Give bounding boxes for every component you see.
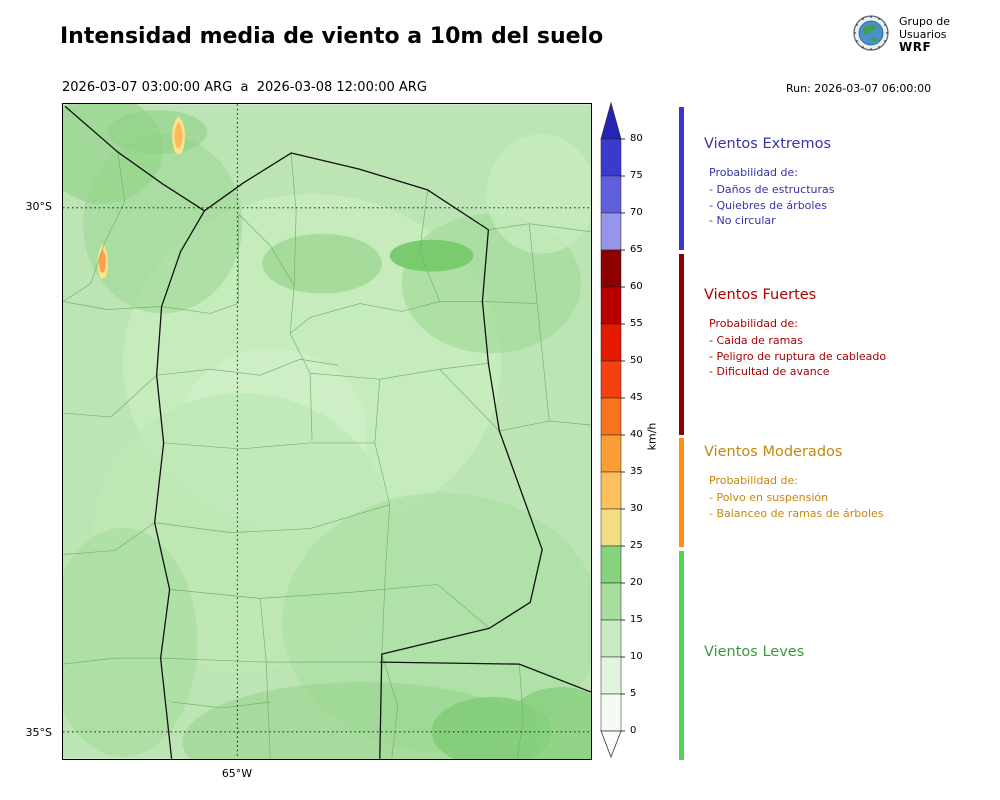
colorbar-unit-label: km/h [645, 422, 659, 451]
colorbar-tick-label: 5 [630, 688, 637, 699]
colorbar-tick-label: 30 [630, 503, 643, 514]
colorbar-tick-label: 20 [630, 577, 643, 588]
legend-subtitle: Probabilidad de: [709, 317, 798, 330]
colorbar-tick-label: 55 [630, 318, 643, 329]
colorbar-scale [600, 101, 625, 759]
colorbar-tick-label: 15 [630, 614, 643, 625]
colorbar-tick-label: 50 [630, 355, 643, 366]
legend-section-vientos-extremos: Vientos Extremos Probabilidad de: - Daño… [704, 136, 996, 229]
legend-title: Vientos Moderados [704, 444, 843, 460]
department-boundaries [63, 152, 591, 759]
wind-map-canvas [63, 104, 591, 759]
logo-text: Grupo de Usuarios WRF [899, 10, 950, 56]
legend-title: Vientos Extremos [704, 136, 832, 152]
colorbar-tick-label: 0 [630, 725, 637, 736]
logo-line-1: Grupo de [899, 15, 950, 28]
colorbar: 80 75 70 65 60 55 50 45 40 35 30 25 20 1… [600, 101, 680, 759]
logo-line-wrf: WRF [899, 40, 932, 54]
globe-logo-icon [853, 15, 889, 51]
legend-subtitle: Probabilidad de: [709, 474, 798, 487]
legend-section-vientos-fuertes: Vientos Fuertes Probabilidad de: - Caida… [704, 287, 996, 380]
colorbar-tick-label: 10 [630, 651, 643, 662]
wind-field-shading [63, 104, 591, 759]
legend-item: - Peligro de ruptura de cableado [709, 349, 887, 363]
wind-map-frame [62, 103, 592, 760]
wind-field-maxima [97, 116, 185, 279]
colorbar-tick-label: 80 [630, 133, 643, 144]
lat-tick-30s: 30°S [25, 200, 52, 213]
lon-tick-65w: 65°W [221, 767, 253, 780]
colorbar-tick-label: 45 [630, 392, 643, 403]
logo-line-2: Usuarios [899, 28, 947, 41]
forecast-period: 2026-03-07 03:00:00 ARG a 2026-03-08 12:… [62, 80, 427, 95]
colorbar-tick-label: 40 [630, 429, 643, 440]
legend-item: - Balanceo de ramas de árboles [709, 506, 884, 520]
lat-tick-35s: 35°S [25, 726, 52, 739]
legend-title: Vientos Fuertes [704, 287, 817, 303]
province-boundaries [64, 105, 591, 759]
legend-item: - Quiebres de árboles [709, 198, 827, 212]
wrf-user-group-logo: Grupo de Usuarios WRF [850, 10, 950, 56]
legend-section-vientos-leves: Vientos Leves [704, 644, 996, 674]
colorbar-tick-label: 75 [630, 170, 643, 181]
colorbar-tick-marks [621, 138, 625, 732]
colorbar-tick-label: 70 [630, 207, 643, 218]
legend-item: - Dificultad de avance [709, 365, 830, 378]
page-title: Intensidad media de viento a 10m del sue… [60, 24, 604, 49]
colorbar-tick-label: 25 [630, 540, 643, 551]
colorbar-tick-label: 65 [630, 244, 643, 255]
legend-section-vientos-moderados: Vientos Moderados Probabilidad de: - Pol… [704, 444, 996, 521]
logo-star-ring [854, 16, 888, 50]
colorbar-tick-label: 35 [630, 466, 643, 477]
legend-color-bars [679, 107, 684, 760]
colorbar-tick-label: 60 [630, 281, 643, 292]
graticule-lines [63, 104, 591, 759]
legend-title: Vientos Leves [704, 644, 805, 660]
run-timestamp: Run: 2026-03-07 06:00:00 [786, 82, 932, 95]
legend-item: - No circular [709, 214, 776, 227]
legend-item: - Daños de estructuras [709, 183, 835, 196]
legend-item: - Polvo en suspensión [709, 491, 829, 504]
legend-item: - Caida de ramas [709, 334, 803, 347]
legend-subtitle: Probabilidad de: [709, 166, 798, 179]
